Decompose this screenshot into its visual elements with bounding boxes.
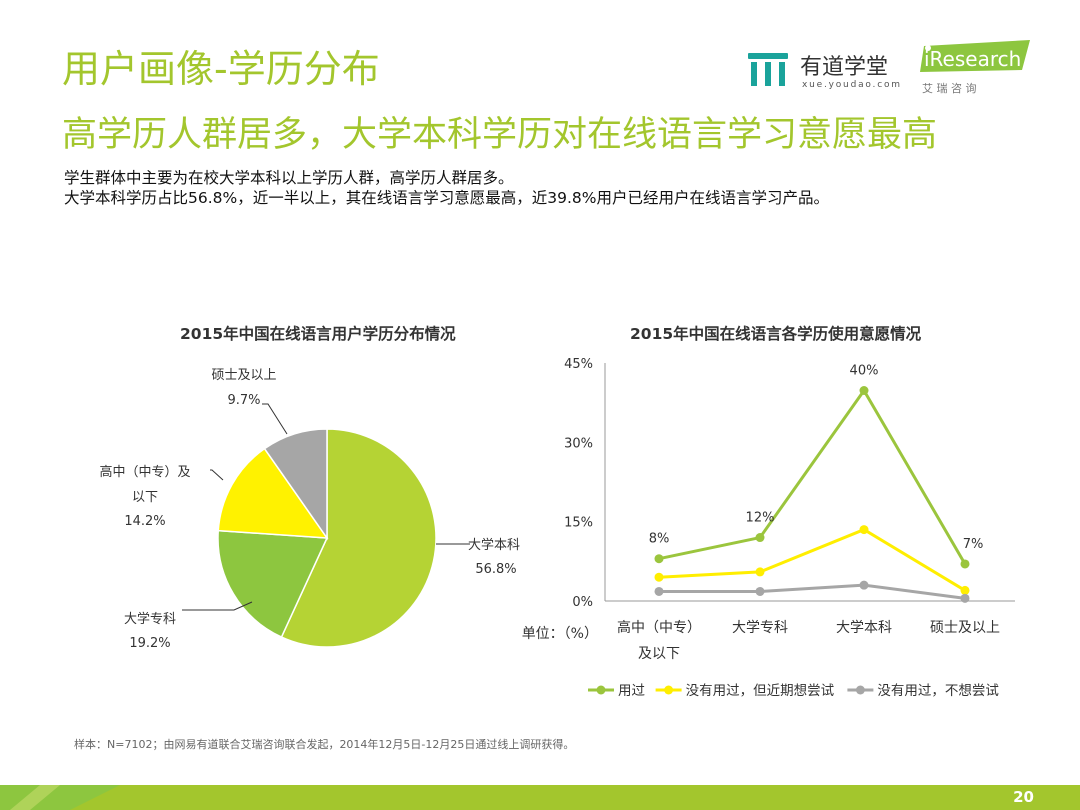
pie-value-3: 9.7%	[227, 393, 260, 408]
legend-label-0: 用过	[618, 683, 646, 699]
data-label-3: 7%	[963, 537, 984, 552]
legend-marker-2	[855, 685, 865, 695]
series-2-point-2	[859, 580, 869, 590]
iresearch-name: iResearch	[924, 47, 1021, 71]
series-2-point-0	[654, 586, 664, 596]
page-title: 用户画像-学历分布	[62, 47, 380, 91]
line-chart: 0% 15% 30% 45% 高中（中专） 及以下 大学专科 大学本科 硕士及以上 单位：（%） 8…	[522, 357, 1015, 699]
series-0-point-3	[960, 559, 970, 569]
y-tick-label-3: 45%	[564, 357, 593, 372]
y-tick-label-0: 0%	[572, 595, 593, 610]
line-chart-title: 2015年中国在线语言各学历使用意愿情况	[630, 325, 922, 343]
description-line-1: 学生群体中主要为在校大学本科以上学历人群，高学历人群居多。	[64, 169, 514, 187]
youdao-url: xue.youdao.com	[802, 80, 902, 90]
youdao-logo: 有道学堂 xue.youdao.com	[748, 53, 902, 90]
legend-label-2: 没有用过，不想尝试	[877, 683, 999, 699]
x-tick-label-1: 大学专科	[732, 620, 788, 636]
pie-label-3: 硕士及以上	[211, 368, 276, 383]
pie-slice-2	[217, 447, 329, 539]
youdao-name: 有道学堂	[800, 55, 888, 80]
pie-label-2b: 以下	[132, 490, 158, 505]
page-number: 20	[1013, 788, 1034, 806]
pie-slice-1	[217, 529, 329, 639]
description: 学生群体中主要为在校大学本科以上学历人群，高学历人群居多。 大学本科学历占比56…	[64, 168, 829, 208]
legend-marker-0	[596, 685, 606, 695]
series-0-point-2	[859, 386, 869, 396]
series-1-point-3	[960, 585, 970, 595]
pie-slice-0	[280, 428, 437, 648]
pie-leader-line-2	[210, 469, 224, 481]
series-2-point-3	[960, 593, 970, 603]
pie-label-1: 大学专科	[124, 611, 176, 627]
footnote: 样本：N=7102；由网易有道联合艾瑞咨询联合发起，2014年12月5日-12月…	[74, 738, 575, 751]
pie-leader-line-3	[262, 403, 288, 435]
pie-value-1: 19.2%	[129, 636, 170, 651]
series-line-0	[658, 387, 967, 565]
y-tick-label-2: 30%	[564, 436, 593, 451]
pie-chart-title: 2015年中国在线语言用户学历分布情况	[180, 325, 456, 343]
series-1-point-2	[859, 525, 869, 535]
data-label-2: 40%	[850, 364, 879, 379]
series-line-2	[659, 583, 966, 600]
data-label-1: 12%	[746, 511, 775, 526]
pie-value-2: 14.2%	[124, 514, 165, 529]
x-tick-label-2: 大学本科	[836, 620, 892, 636]
iresearch-cn: 艾 瑞 咨 询	[922, 81, 977, 95]
series-line-1	[658, 527, 966, 592]
page-subtitle: 高学历人群居多，大学本科学历对在线语言学习意愿最高	[62, 115, 938, 155]
pie-leader-line-1	[182, 601, 253, 611]
series-0-point-1	[755, 533, 765, 543]
iresearch-logo: iResearch 艾 瑞 咨 询	[920, 40, 1030, 95]
legend-label-1: 没有用过，但近期想尝试	[686, 683, 835, 699]
unit-label: 单位：（%）	[522, 626, 598, 642]
legend-marker-1	[664, 685, 674, 695]
data-label-0: 8%	[649, 532, 670, 547]
x-tick-label-0b: 及以下	[638, 646, 680, 662]
pie-label-0: 大学本科	[468, 537, 520, 553]
pie-label-2a: 高中（中专）及	[99, 464, 190, 480]
description-line-2: 大学本科学历占比56.8%，近一半以上，其在线语言学习意愿最高，近39.8%用户…	[64, 189, 829, 207]
series-1-point-1	[755, 567, 765, 577]
series-1-point-0	[654, 572, 664, 582]
pie-value-0: 56.8%	[475, 562, 516, 577]
series-2-point-1	[755, 586, 765, 596]
x-tick-label-3: 硕士及以上	[930, 620, 1000, 636]
series-0-point-0	[654, 554, 664, 564]
bottom-bar	[0, 785, 1080, 810]
pie-chart: 大学本科 56.8% 大学专科 19.2% 高中（中专）及以下 14.2% 硕士及以上 9.7…	[99, 368, 520, 651]
pie-slice-3	[263, 428, 328, 541]
y-tick-label-1: 15%	[564, 516, 593, 531]
x-tick-label-0a: 高中（中专）	[617, 619, 701, 636]
